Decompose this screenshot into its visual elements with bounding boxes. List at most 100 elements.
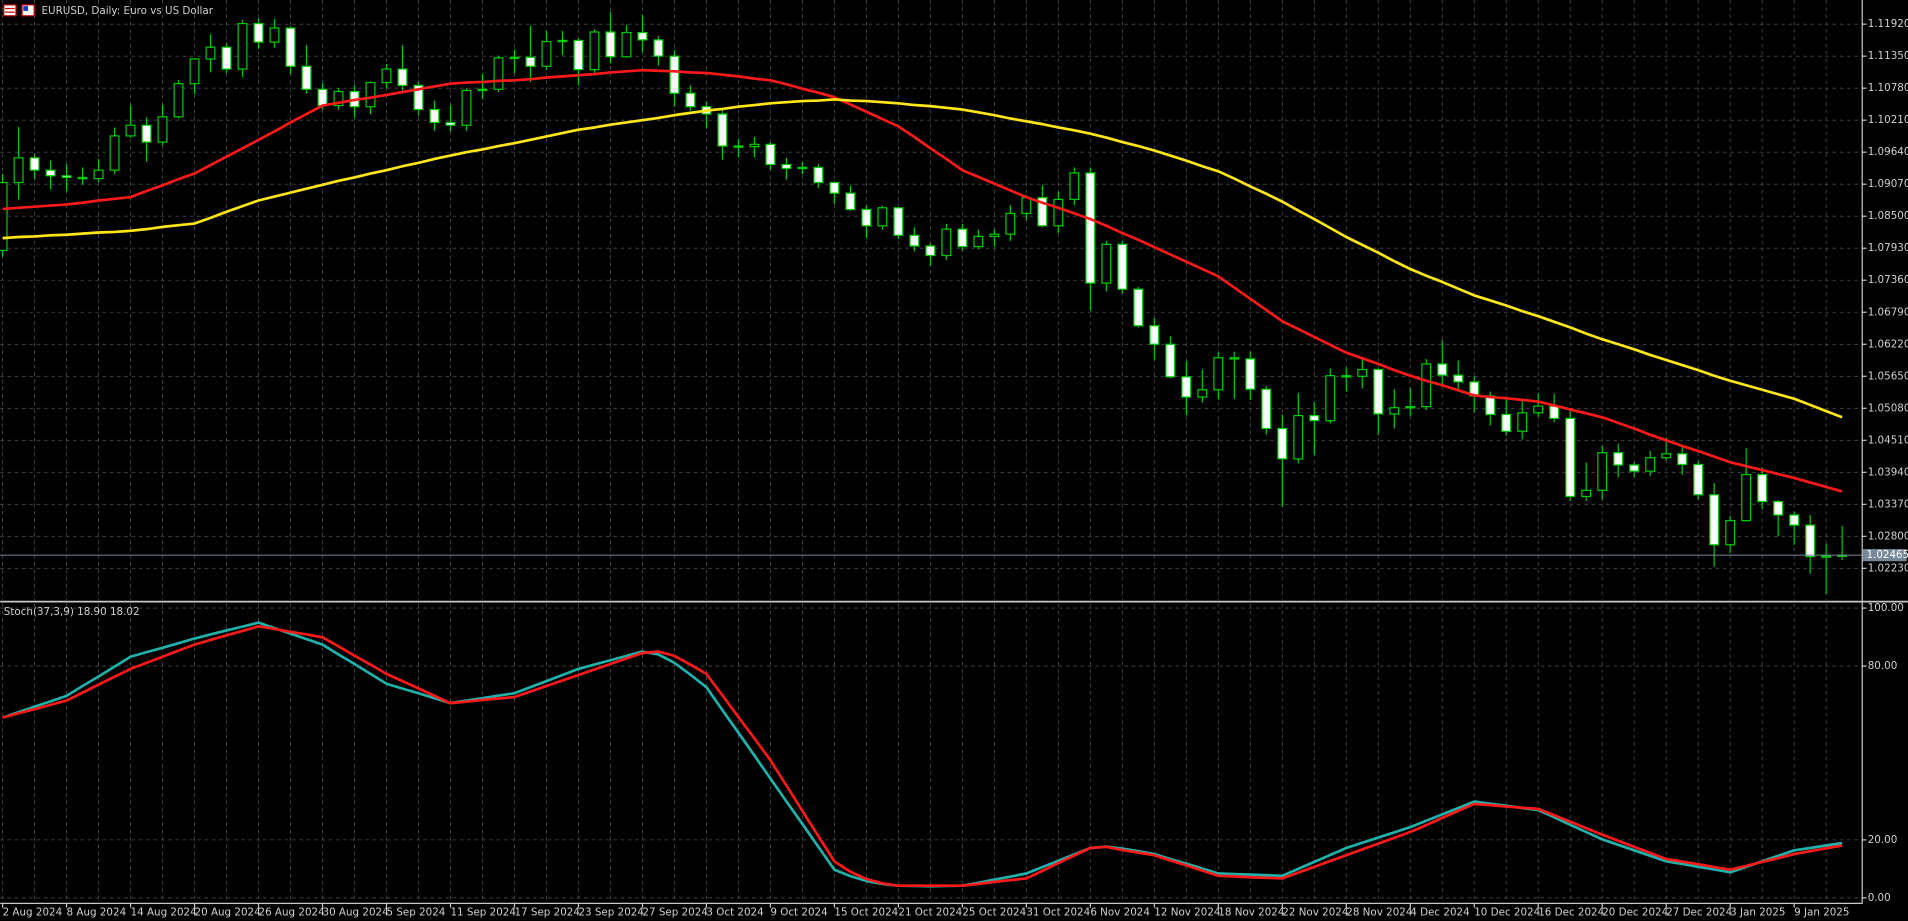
x-tick-label: 8 Aug 2024 — [67, 906, 127, 918]
candle-body — [1357, 368, 1368, 377]
x-tick-label: 17 Sep 2024 — [514, 906, 579, 918]
x-tick-label: 4 Dec 2024 — [1410, 906, 1469, 918]
candle-body — [1373, 368, 1384, 415]
y-tick-label: 1.09070 — [1868, 178, 1908, 190]
x-tick-label: 21 Oct 2024 — [898, 906, 962, 918]
x-tick-label: 27 Sep 2024 — [642, 906, 707, 918]
x-tick-label: 31 Oct 2024 — [1026, 906, 1090, 918]
y-tick-label: 1.02800 — [1868, 530, 1908, 542]
candle-body — [829, 181, 840, 194]
candle-body — [973, 235, 984, 248]
x-tick-label: 12 Nov 2024 — [1154, 906, 1220, 918]
candle-body — [813, 166, 824, 184]
y-tick-label: 1.08500 — [1868, 210, 1908, 222]
candle-body — [781, 163, 792, 170]
candle-body — [93, 169, 104, 180]
x-tick-label: 16 Dec 2024 — [1538, 906, 1604, 918]
candle-body — [1117, 243, 1128, 290]
candle-body — [1757, 473, 1768, 503]
x-tick-label: 20 Dec 2024 — [1602, 906, 1668, 918]
candle-body — [1501, 413, 1512, 432]
x-tick-label: 28 Nov 2024 — [1346, 906, 1412, 918]
candle-body — [1421, 363, 1432, 408]
candle-body — [301, 65, 312, 90]
candle-body — [1005, 212, 1016, 235]
price-tag — [1862, 549, 1907, 562]
candle-body — [1389, 407, 1400, 415]
y-tick-label: 1.11350 — [1868, 50, 1908, 62]
candle-body — [77, 176, 88, 180]
indicator-title: Stoch(37,3,9) 18.90 18.02 — [4, 606, 140, 618]
y-tick-label: 100.00 — [1868, 602, 1904, 614]
candle-body — [1533, 405, 1544, 414]
candle-body — [1261, 388, 1272, 430]
y-tick-label: 1.03370 — [1868, 498, 1908, 510]
candle-body — [1149, 325, 1160, 345]
candle-body — [365, 81, 376, 108]
candle-body — [1309, 414, 1320, 422]
candle-body — [1693, 463, 1704, 496]
candle-body — [589, 31, 600, 71]
y-tick-label: 1.03940 — [1868, 466, 1908, 478]
x-tick-label: 5 Sep 2024 — [386, 906, 445, 918]
candle-body — [1773, 500, 1784, 516]
x-tick-label: 23 Sep 2024 — [578, 906, 643, 918]
y-tick-label: 1.02230 — [1868, 562, 1908, 574]
candle-body — [189, 58, 200, 85]
candle-body — [1405, 406, 1416, 409]
candle-body — [957, 228, 968, 248]
candle-body — [749, 143, 760, 148]
candle-body — [1197, 389, 1208, 398]
candle-body — [221, 46, 232, 70]
y-tick-label: 1.05650 — [1868, 370, 1908, 382]
price-tag-label: 1.02465 — [1866, 549, 1908, 561]
chart-title: EURUSD, Daily: Euro vs US Dollar — [42, 5, 214, 17]
y-tick-label: 1.10780 — [1868, 82, 1908, 94]
indicator-line — [2, 625, 1843, 887]
candle-body — [797, 166, 808, 170]
symbol-icon — [23, 6, 29, 11]
candle-body — [1069, 172, 1080, 200]
candle-body — [989, 233, 1000, 238]
y-tick-label: 1.07360 — [1868, 274, 1908, 286]
y-tick-label: 1.06790 — [1868, 306, 1908, 318]
candle-body — [1645, 457, 1656, 472]
candle-body — [1805, 524, 1816, 558]
candle-body — [461, 89, 472, 126]
candle-body — [893, 207, 904, 236]
candle-body — [269, 27, 280, 43]
candle-body — [653, 39, 664, 57]
candle-body — [45, 169, 56, 177]
candle-body — [861, 208, 872, 227]
candle-body — [61, 175, 72, 179]
candle-body — [1133, 288, 1144, 327]
candle-body — [1581, 489, 1592, 498]
candle-body — [381, 68, 392, 84]
candle-body — [1453, 374, 1464, 383]
candle-body — [157, 116, 168, 143]
candle-body — [1517, 412, 1528, 432]
header: EURUSD, Daily: Euro vs US Dollar Stoch(3… — [3, 4, 214, 618]
y-tick-label: 1.04510 — [1868, 434, 1908, 446]
x-tick-label: 14 Aug 2024 — [131, 906, 197, 918]
candle-body — [1341, 375, 1352, 378]
y-tick-label: 1.06220 — [1868, 338, 1908, 350]
y-tick-label: 1.11920 — [1868, 18, 1908, 30]
candle-body — [1725, 520, 1736, 546]
candle-body — [509, 56, 520, 60]
candle-body — [1101, 243, 1112, 284]
candle-body — [1709, 494, 1720, 546]
candle-body — [1821, 555, 1832, 558]
candle-body — [1277, 427, 1288, 460]
indicator-line — [2, 68, 1843, 493]
candle-body — [1677, 453, 1688, 466]
candle-body — [685, 92, 696, 108]
x-tick-label: 2 Aug 2024 — [3, 906, 63, 918]
candle-body — [925, 245, 936, 257]
x-tick-label: 30 Aug 2024 — [323, 906, 389, 918]
candle-body — [1021, 197, 1032, 215]
